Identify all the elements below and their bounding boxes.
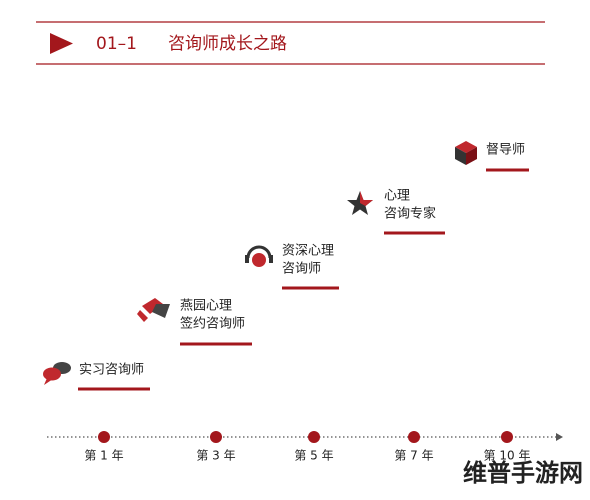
icon-handshake bbox=[137, 298, 170, 322]
header-number: 01–1 bbox=[96, 34, 137, 54]
timeline-arrow bbox=[556, 433, 563, 441]
icon-cube bbox=[455, 141, 477, 165]
timeline-label: 第 10 年 bbox=[484, 449, 531, 463]
timeline-label: 第 7 年 bbox=[394, 449, 433, 463]
stage-label: 签约咨询师 bbox=[180, 316, 245, 332]
timeline-dot bbox=[408, 431, 420, 443]
stage-label: 心理 bbox=[384, 189, 410, 204]
header-arrow bbox=[50, 33, 73, 54]
stage-label: 督导师 bbox=[486, 143, 525, 158]
stage-label: 实习咨询师 bbox=[79, 363, 144, 378]
header-title: 咨询师成长之路 bbox=[168, 34, 287, 54]
stage-label: 咨询专家 bbox=[384, 206, 436, 222]
icon-star bbox=[347, 191, 373, 215]
timeline-label: 第 5 年 bbox=[294, 449, 333, 463]
stage-label: 资深心理 bbox=[282, 244, 334, 259]
stage-label: 咨询师 bbox=[282, 262, 321, 277]
watermark: 维普手游网 bbox=[463, 459, 583, 487]
timeline-dot bbox=[308, 431, 320, 443]
timeline-dot bbox=[210, 431, 222, 443]
timeline-dot bbox=[98, 431, 110, 443]
icon-headset bbox=[245, 245, 273, 267]
stage-label: 燕园心理 bbox=[180, 299, 232, 314]
icon-chat bbox=[43, 362, 71, 385]
timeline-dot bbox=[501, 431, 513, 443]
timeline-label: 第 3 年 bbox=[196, 449, 235, 463]
timeline-label: 第 1 年 bbox=[84, 449, 123, 463]
